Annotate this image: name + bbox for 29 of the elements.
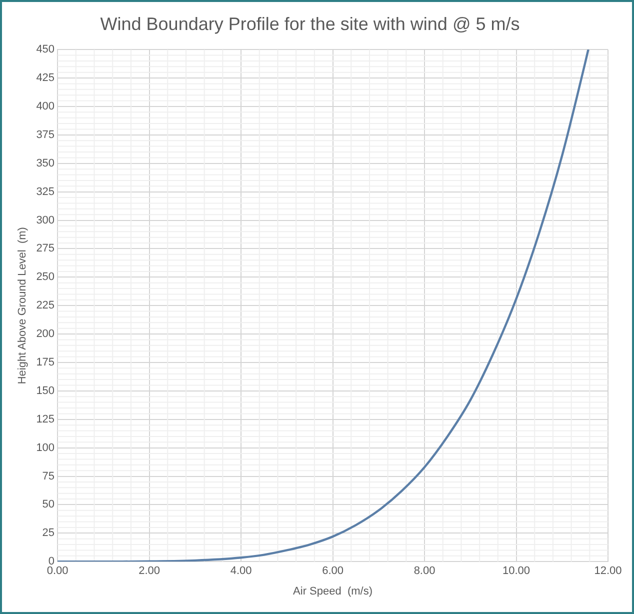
y-tick-label: 25 bbox=[42, 527, 55, 540]
y-tick-label: 175 bbox=[36, 356, 55, 369]
y-tick-label: 375 bbox=[36, 128, 55, 141]
y-tick-label: 225 bbox=[36, 300, 55, 312]
y-tick-label: 450 bbox=[36, 44, 55, 56]
y-tick-label: 350 bbox=[36, 157, 55, 170]
y-tick-label: 400 bbox=[36, 100, 55, 113]
y-tick-label: 275 bbox=[36, 242, 55, 255]
chart-title: Wind Boundary Profile for the site with wind @ 5 m/s bbox=[100, 14, 520, 34]
y-axis-title: Height Above Ground Level (m) bbox=[16, 227, 29, 384]
y-tick-label: 150 bbox=[36, 384, 55, 397]
x-axis-title: Air Speed (m/s) bbox=[293, 585, 373, 598]
x-tick-label: 8.00 bbox=[414, 565, 436, 578]
x-tick-label: 12.00 bbox=[594, 565, 622, 578]
y-tick-label: 0 bbox=[48, 556, 55, 568]
y-tick-label: 300 bbox=[36, 214, 55, 226]
y-tick-label: 125 bbox=[36, 413, 55, 426]
y-tick-label: 325 bbox=[36, 186, 55, 198]
x-tick-label: 6.00 bbox=[322, 565, 344, 578]
y-tick-label: 200 bbox=[36, 328, 55, 340]
y-tick-label: 100 bbox=[36, 442, 55, 454]
y-tick-label: 50 bbox=[42, 498, 55, 511]
y-tick-label: 75 bbox=[42, 470, 55, 482]
x-tick-label: 2.00 bbox=[138, 565, 160, 578]
x-tick-label: 4.00 bbox=[230, 565, 252, 578]
x-tick-label: 10.00 bbox=[502, 565, 530, 578]
y-tick-label: 425 bbox=[36, 72, 55, 84]
y-tick-label: 250 bbox=[36, 271, 55, 284]
x-tick-label: 0.00 bbox=[46, 565, 68, 578]
